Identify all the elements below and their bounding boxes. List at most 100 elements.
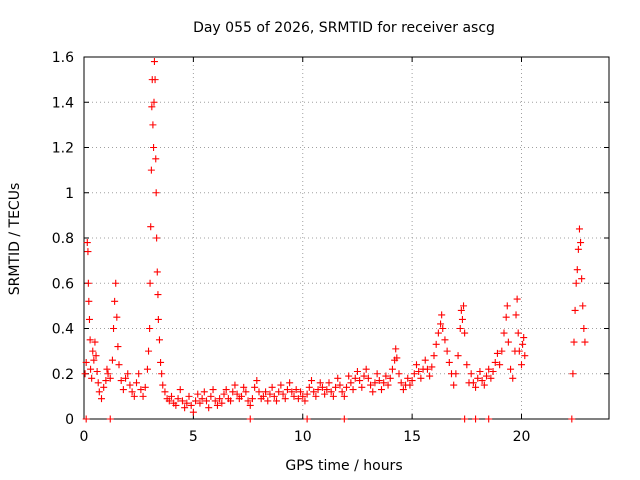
data-point: [334, 374, 342, 382]
data-point: [406, 381, 414, 389]
data-point: [113, 313, 121, 321]
data-point: [137, 386, 145, 394]
data-point: [438, 311, 446, 319]
data-point: [303, 390, 311, 398]
y-axis-label: SRMTID / TECUs: [7, 183, 23, 296]
data-point: [343, 383, 350, 391]
data-point: [205, 404, 213, 412]
data-point: [460, 302, 468, 310]
data-point: [570, 338, 578, 346]
data-point: [189, 408, 197, 416]
data-point: [128, 388, 136, 396]
data-point: [371, 379, 379, 387]
data-point: [443, 347, 451, 355]
data-point: [158, 370, 166, 378]
data-point: [386, 374, 394, 382]
gridlines: [84, 57, 609, 419]
chart-title: Day 055 of 2026, SRMTID for receiver asc…: [193, 20, 495, 36]
data-point: [364, 374, 372, 382]
data-point: [288, 388, 296, 396]
data-point: [152, 155, 160, 163]
x-axis-ticks: 0 5 10 15 20: [80, 57, 531, 445]
y-tick-label: 0.6: [52, 276, 74, 292]
data-point: [577, 239, 585, 247]
data-point: [345, 372, 353, 380]
data-point: [384, 381, 392, 389]
data-point: [87, 365, 95, 373]
data-point: [108, 356, 116, 364]
data-point: [94, 379, 102, 387]
data-point: [238, 392, 245, 400]
data-point: [220, 390, 228, 398]
data-point: [353, 367, 361, 375]
data-point: [367, 381, 375, 389]
data-point: [150, 144, 158, 151]
data-point: [126, 381, 134, 389]
data-point: [154, 291, 162, 299]
data-point: [115, 361, 123, 369]
data-point: [493, 349, 501, 357]
data-point: [441, 336, 449, 344]
x-tick-label: 15: [403, 429, 421, 445]
data-point: [461, 329, 469, 337]
data-point: [362, 365, 370, 373]
data-point: [399, 386, 407, 394]
data-point: [360, 372, 368, 380]
data-point: [504, 338, 512, 346]
data-point: [347, 379, 355, 387]
data-point: [521, 352, 529, 360]
data-point: [507, 365, 515, 373]
data-point: [318, 383, 326, 391]
data-point: [124, 370, 132, 378]
data-point: [476, 367, 484, 375]
data-point: [439, 325, 447, 332]
data-point: [159, 381, 167, 389]
data-point: [84, 279, 92, 287]
data-point: [299, 392, 307, 400]
data-point: [157, 358, 165, 366]
data-point: [161, 388, 169, 396]
data-point: [114, 343, 122, 351]
data-point: [222, 386, 230, 394]
data-point: [336, 381, 344, 389]
data-point: [244, 397, 252, 405]
data-point: [246, 415, 254, 423]
data-point: [266, 390, 274, 398]
data-point: [301, 397, 309, 405]
data-point: [380, 379, 388, 387]
data-point: [573, 266, 581, 274]
data-point: [273, 397, 280, 405]
data-point: [375, 377, 383, 385]
x-tick-label: 20: [513, 429, 531, 445]
data-point: [112, 279, 120, 287]
data-point: [84, 248, 92, 256]
data-point: [139, 392, 147, 400]
data-point: [520, 334, 528, 342]
data-point: [575, 225, 583, 233]
data-point: [340, 415, 348, 423]
data-point: [268, 383, 276, 391]
data-point: [580, 325, 588, 332]
data-point: [472, 383, 480, 391]
data-point: [358, 383, 366, 391]
data-point: [174, 395, 182, 403]
data-point: [571, 306, 579, 314]
data-point: [303, 415, 311, 423]
data-point: [332, 383, 340, 391]
data-point: [388, 365, 396, 373]
data-point: [572, 279, 580, 287]
data-point: [491, 358, 499, 366]
data-point: [410, 370, 418, 378]
data-point: [216, 395, 224, 403]
data-point: [83, 239, 91, 247]
data-point: [253, 377, 261, 385]
data-point: [456, 325, 464, 332]
data-point: [117, 377, 125, 385]
data-point: [227, 397, 235, 405]
plot-frame: [83, 56, 610, 420]
data-point: [196, 399, 204, 407]
data-point: [181, 404, 189, 412]
data-point: [329, 392, 337, 400]
data-point: [518, 361, 525, 369]
data-point: [325, 379, 333, 387]
